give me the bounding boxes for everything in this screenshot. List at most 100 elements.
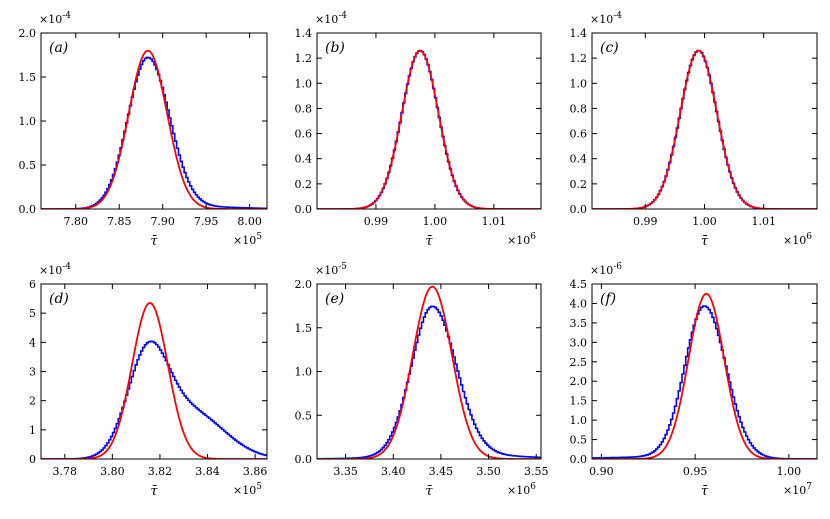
y-tick-label: 0.5 [19, 159, 37, 172]
y-multiplier: ×10-4 [315, 11, 347, 26]
x-tick-label: 3.40 [381, 465, 406, 478]
panel-1: 0.99 1.00 1.01 0.0 0.2 0.4 0.6 0.8 1.0 1.2 1.4 (b) ×… [295, 11, 542, 249]
x-tick-label: 3.55 [524, 465, 549, 478]
panel-4: 3.35 3.40 3.45 3.50 3.55 0.0 0.5 1.0 1.5 2.0 (e) ×1… [295, 262, 549, 499]
y-tick-label: 1.4 [570, 27, 588, 40]
y-tick-label: 0.4 [295, 153, 313, 166]
panel-label: (c) [600, 40, 619, 56]
axes-frame [591, 283, 818, 460]
y-tick-label: 3.0 [570, 336, 588, 349]
x-tick-label: 3.78 [53, 465, 78, 478]
series-histogram [317, 305, 541, 459]
x-tick-label: 7.95 [194, 215, 219, 228]
y-tick-label: 0.2 [570, 178, 588, 191]
panel-5: 0.90 0.95 1.00 0.0 0.5 1.0 1.5 2.0 2.5 3.0 3.5 4.0 4… [570, 262, 818, 499]
panel-label: (e) [325, 291, 344, 307]
x-tick-label: 3.45 [429, 465, 454, 478]
y-tick-label: 0.6 [570, 128, 588, 141]
x-axis-label: τ̄ [701, 484, 709, 499]
x-tick-label: 1.01 [751, 215, 776, 228]
y-tick-label: 1.0 [295, 366, 313, 379]
y-tick-label: 3 [29, 366, 36, 379]
y-tick-label: 1.5 [19, 71, 37, 84]
x-tick-label: 3.80 [100, 465, 125, 478]
y-tick-label: 5 [29, 307, 36, 320]
y-tick-label: 0.5 [570, 434, 588, 447]
x-multiplier: ×105 [233, 482, 262, 497]
y-tick-label: 0.0 [295, 203, 313, 216]
y-tick-label: 1.2 [295, 52, 313, 65]
x-tick-label: 7.85 [107, 215, 132, 228]
series-gaussian-fit [41, 49, 267, 209]
x-tick-label: 1.00 [777, 465, 802, 478]
series-histogram [592, 305, 817, 459]
y-tick-label: 2.5 [570, 356, 588, 369]
x-axis-label: τ̄ [701, 234, 709, 249]
x-axis-label: τ̄ [425, 484, 433, 499]
axes-frame [316, 32, 542, 210]
y-tick-label: 1.0 [295, 77, 313, 90]
y-tick-label: 1.4 [295, 27, 313, 40]
y-tick-label: 0.0 [19, 203, 37, 216]
x-axis-label: τ̄ [425, 234, 433, 249]
panel-label: (a) [49, 40, 68, 56]
x-tick-label: 1.00 [423, 215, 448, 228]
x-tick-label: 0.90 [589, 465, 614, 478]
panel-label: (f) [600, 291, 616, 307]
x-tick-label: 0.95 [683, 465, 708, 478]
y-tick-label: 4 [29, 336, 36, 349]
series-histogram [592, 49, 817, 209]
y-multiplier: ×10-4 [39, 262, 71, 277]
panel-label: (d) [49, 291, 69, 307]
y-tick-label: 1.0 [19, 115, 37, 128]
y-tick-label: 0 [29, 453, 36, 466]
y-tick-label: 0.8 [295, 102, 313, 115]
x-multiplier: ×106 [507, 482, 536, 497]
x-axis-label: τ̄ [150, 234, 158, 249]
y-tick-label: 0.0 [570, 453, 588, 466]
series-gaussian-fit [592, 292, 817, 459]
series-histogram [41, 340, 267, 459]
x-tick-label: 3.84 [195, 465, 220, 478]
y-tick-label: 1.5 [295, 322, 313, 335]
x-tick-label: 8.00 [237, 215, 262, 228]
y-tick-label: 1.0 [570, 414, 588, 427]
panel-0: 7.80 7.85 7.90 7.95 8.00 0.0 0.5 1.0 1.5 2.0 (a) ×1… [19, 11, 268, 249]
y-multiplier: ×10-6 [590, 262, 622, 277]
y-multiplier: ×10-4 [39, 11, 71, 26]
y-tick-label: 2.0 [570, 375, 588, 388]
y-tick-label: 3.5 [570, 317, 588, 330]
x-tick-label: 3.86 [243, 465, 268, 478]
y-tick-label: 4.5 [570, 278, 588, 291]
x-tick-label: 3.35 [333, 465, 358, 478]
y-tick-label: 0.6 [295, 128, 313, 141]
y-tick-label: 2.0 [295, 278, 313, 291]
panel-2: 0.99 1.00 1.01 0.0 0.2 0.4 0.6 0.8 1.0 1.2 1.4 (c) ×… [570, 11, 818, 249]
y-tick-label: 0.0 [570, 203, 588, 216]
series-gaussian-fit [317, 285, 541, 459]
y-tick-label: 0.4 [570, 153, 588, 166]
y-tick-label: 0.8 [570, 102, 588, 115]
y-tick-label: 1 [29, 424, 36, 437]
x-tick-label: 0.99 [364, 215, 389, 228]
x-tick-label: 0.99 [633, 215, 658, 228]
series-histogram [41, 56, 267, 209]
y-multiplier: ×10-5 [315, 262, 347, 277]
y-tick-label: 0.0 [295, 453, 313, 466]
x-tick-label: 7.90 [150, 215, 175, 228]
y-tick-label: 2.0 [19, 27, 37, 40]
y-tick-label: 0.2 [295, 178, 313, 191]
y-tick-label: 1.0 [570, 77, 588, 90]
series-gaussian-fit [317, 49, 541, 209]
y-tick-label: 6 [29, 278, 36, 291]
x-multiplier: ×105 [233, 232, 262, 247]
panel-3: 3.78 3.80 3.82 3.84 3.86 0 1 2 3 4 5 6 (d) ×10-4 ×105 τ… [29, 262, 268, 499]
x-tick-label: 1.00 [692, 215, 717, 228]
y-multiplier: ×10-4 [590, 11, 622, 26]
x-axis-label: τ̄ [150, 484, 158, 499]
series-gaussian-fit [41, 302, 267, 459]
y-tick-label: 4.0 [570, 297, 588, 310]
y-tick-label: 1.2 [570, 52, 588, 65]
x-multiplier: ×106 [783, 232, 812, 247]
